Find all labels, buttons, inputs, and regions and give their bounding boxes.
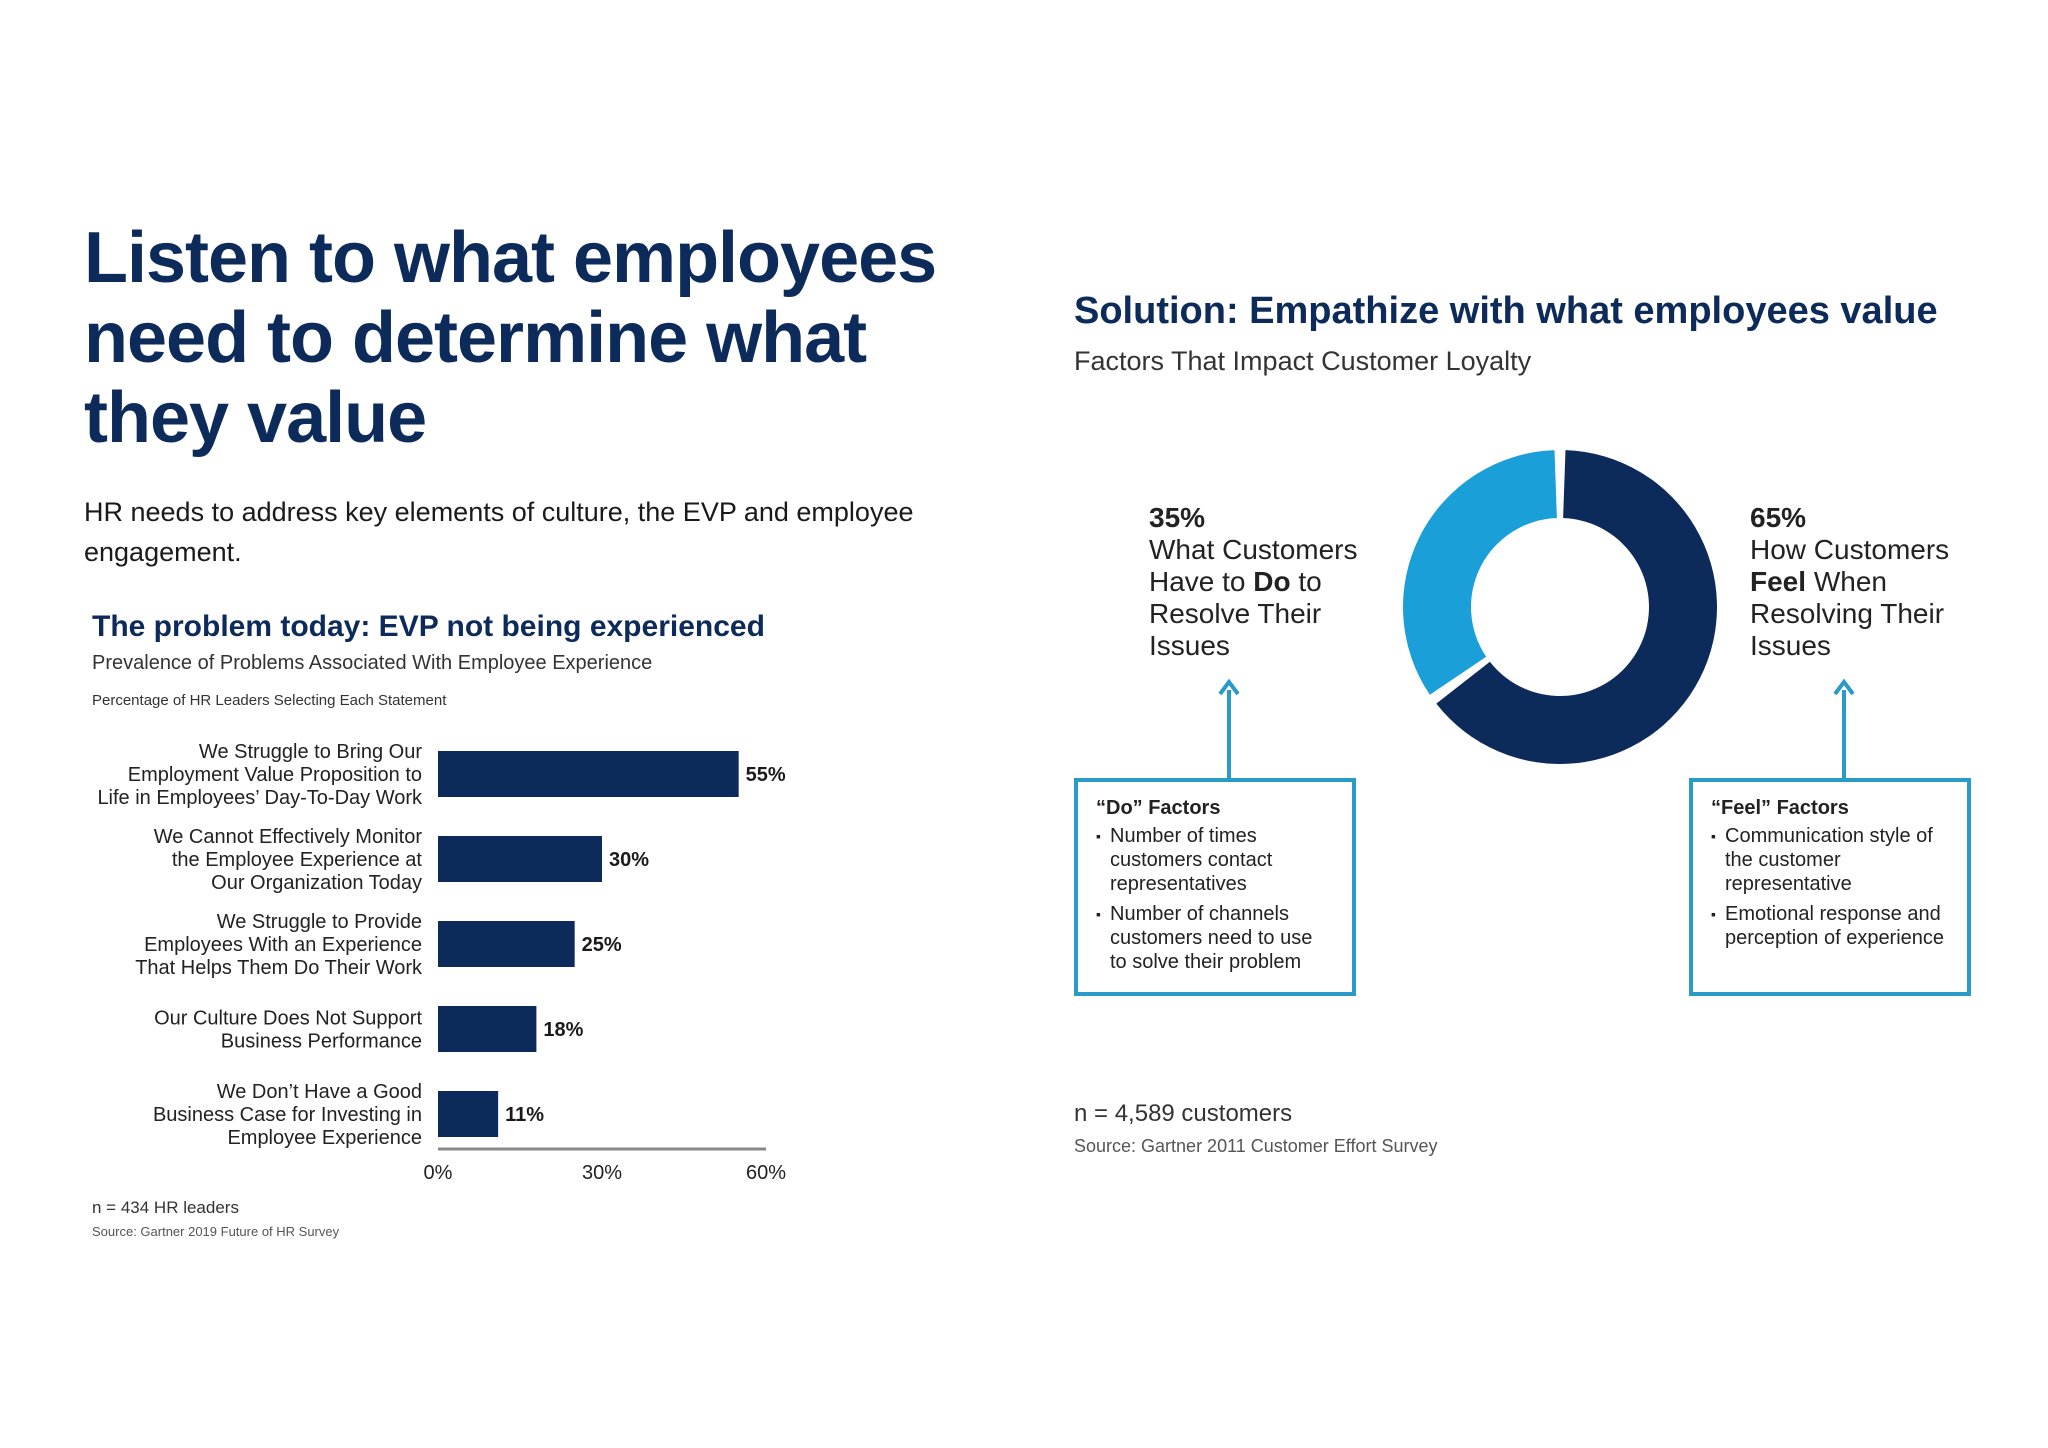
feel-percent: 65%: [1750, 502, 1807, 533]
page-title-line-2: need to determine what: [84, 298, 867, 378]
category-label: We Struggle to Provide Employees With an …: [135, 911, 423, 979]
feel-factors-list: Communication style of the customer repr…: [1711, 824, 1949, 950]
do-factor-item: Number of times customers contact repres…: [1096, 824, 1334, 896]
x-tick-label: 60%: [746, 1162, 786, 1184]
category-label: Our Culture Does Not Support Business Per…: [154, 1008, 422, 1053]
feel-factor-item: Emotional response and perception of exp…: [1711, 902, 1949, 950]
feel-segment-label: 65% How Customers Feel When Resolving Th…: [1750, 502, 2010, 662]
feel-label-line: Resolving Their: [1750, 598, 1945, 629]
do-factor-item: Number of channels customers need to use…: [1096, 902, 1334, 974]
bar: [438, 921, 575, 967]
donut-chart-title: Solution: Empathize with what employees …: [1074, 290, 1938, 332]
feel-label-line: How Customers: [1750, 534, 1950, 565]
bar-chart-title: The problem today: EVP not being experie…: [92, 610, 765, 643]
bar-value-label: 25%: [582, 934, 622, 956]
x-tick-label: 0%: [424, 1162, 453, 1184]
do-factors-list: Number of times customers contact repres…: [1096, 824, 1334, 974]
bar-value-label: 55%: [746, 764, 786, 786]
category-label: We Struggle to Bring Our Employment Value…: [97, 741, 423, 809]
do-label-line: What Customers: [1149, 534, 1358, 565]
do-label-line: Have to Do to: [1149, 566, 1409, 598]
connector-arrow-head: [1218, 678, 1240, 696]
x-tick-label: 30%: [582, 1162, 622, 1184]
do-label-line: Issues: [1149, 630, 1230, 661]
donut-slice-feel: [1436, 450, 1717, 764]
bar-chart-sample-size: n = 434 HR leaders: [92, 1198, 239, 1217]
feel-factor-item: Communication style of the customer repr…: [1711, 824, 1949, 896]
bar: [438, 836, 602, 882]
intro-text: HR needs to address key elements of cult…: [84, 497, 914, 567]
bar-value-label: 30%: [609, 849, 649, 871]
do-factors-box: “Do” Factors Number of times customers c…: [1074, 778, 1356, 996]
do-factors-title: “Do” Factors: [1096, 797, 1221, 819]
donut-chart-source: Source: Gartner 2011 Customer Effort Sur…: [1074, 1136, 1438, 1156]
feel-factors-box: “Feel” Factors Communication style of th…: [1689, 778, 1971, 996]
bar: [438, 1091, 499, 1137]
feel-factors-title: “Feel” Factors: [1711, 797, 1849, 819]
bar-chart-subtitle: Prevalence of Problems Associated With E…: [92, 652, 653, 674]
page-title-line-1: Listen to what employees: [84, 218, 937, 298]
connector-arrow-head: [1833, 678, 1855, 696]
donut-chart-subtitle: Factors That Impact Customer Loyalty: [1074, 346, 1532, 376]
bar-chart-source: Source: Gartner 2019 Future of HR Survey: [92, 1224, 340, 1239]
do-label-line: Resolve Their: [1149, 598, 1322, 629]
do-segment-label: 35% What Customers Have to Do to Resolve…: [1149, 502, 1409, 662]
feel-label-line: Feel When: [1750, 566, 2010, 598]
do-label-line-2: Have to Do to: [1149, 566, 1322, 597]
page-title-line-3: they value: [84, 378, 427, 458]
bar: [438, 751, 739, 797]
category-label: We Don’t Have a Good Business Case for In…: [153, 1081, 422, 1149]
do-percent: 35%: [1149, 502, 1206, 533]
bar: [438, 1006, 537, 1052]
bar-chart-note: Percentage of HR Leaders Selecting Each …: [92, 692, 447, 709]
feel-label-line: Issues: [1750, 630, 1831, 661]
bar-value-label: 11%: [505, 1104, 544, 1126]
donut-chart-sample-size: n = 4,589 customers: [1074, 1100, 1293, 1127]
bar-value-label: 18%: [543, 1019, 583, 1041]
page-title: Listen to what employees need to determi…: [84, 218, 984, 458]
donut-slice-do: [1403, 450, 1557, 695]
feel-label-line-2: Feel When: [1750, 566, 1887, 597]
category-label: We Cannot Effectively Monitor the Employe…: [154, 826, 423, 894]
